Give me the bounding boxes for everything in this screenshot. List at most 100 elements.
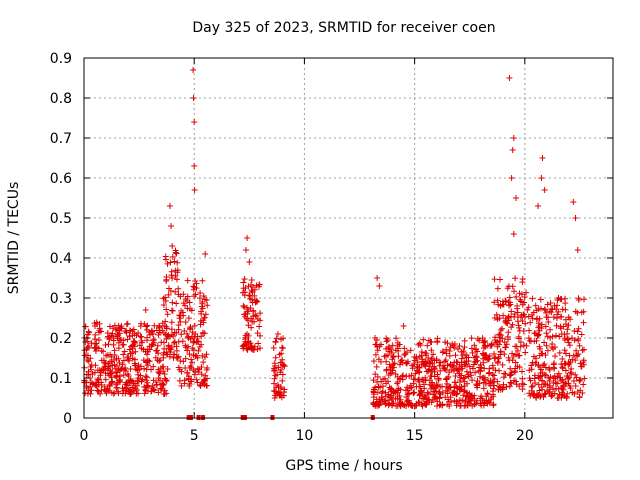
data-point [245, 317, 252, 324]
data-point [539, 155, 546, 161]
data-point [482, 352, 489, 359]
data-point [202, 251, 209, 257]
data-point [559, 355, 566, 362]
data-point [104, 365, 111, 372]
data-point [479, 335, 486, 342]
data-point [519, 386, 526, 393]
data-point [392, 371, 399, 378]
data-point [541, 339, 548, 346]
data-point [568, 370, 575, 377]
data-point [156, 323, 163, 330]
data-point [507, 379, 514, 386]
data-point [428, 379, 435, 386]
data-point [422, 377, 429, 384]
data-point [135, 330, 142, 337]
data-point [519, 275, 526, 282]
data-point [417, 383, 424, 390]
data-point [138, 337, 145, 344]
data-point [85, 328, 92, 335]
data-point [562, 300, 569, 307]
data-point [569, 356, 576, 363]
data-point [195, 369, 202, 376]
data-point [428, 347, 435, 354]
data-point [132, 383, 139, 390]
data-point [570, 378, 577, 385]
data-point [386, 384, 393, 391]
data-point [449, 341, 456, 348]
data-point [168, 268, 175, 275]
data-point [550, 314, 557, 321]
data-point [383, 338, 390, 345]
data-point [494, 316, 501, 323]
data-point [463, 352, 470, 359]
data-point [133, 386, 140, 393]
data-point [247, 295, 254, 302]
data-point [534, 332, 541, 339]
data-point [570, 199, 577, 205]
data-point [135, 378, 142, 385]
x-axis-label: GPS time / hours [285, 458, 402, 474]
data-point [119, 361, 126, 368]
data-point [514, 309, 521, 316]
data-point [499, 361, 506, 368]
data-point [143, 326, 150, 333]
data-point [548, 305, 555, 312]
data-point [545, 374, 552, 381]
data-point [248, 281, 255, 288]
data-point [97, 328, 104, 335]
data-point [382, 389, 389, 396]
data-point [515, 324, 522, 331]
data-point [171, 339, 178, 346]
data-point [148, 366, 155, 373]
data-point [525, 304, 532, 311]
data-point [119, 341, 126, 348]
data-point [279, 371, 286, 378]
data-point [104, 387, 111, 394]
data-point [494, 358, 501, 365]
data-point [202, 311, 209, 318]
data-point [452, 372, 459, 379]
data-point [404, 391, 411, 398]
data-point [546, 308, 553, 315]
data-point [118, 336, 125, 343]
data-point [511, 288, 518, 295]
data-point [372, 341, 379, 348]
data-point [505, 313, 512, 320]
data-point [372, 400, 379, 407]
data-point [184, 277, 191, 284]
data-point [85, 358, 92, 365]
data-point [163, 351, 170, 358]
data-point [165, 332, 172, 339]
data-point [184, 347, 191, 354]
data-point [166, 203, 173, 209]
data-point [496, 341, 503, 348]
data-point [535, 203, 542, 209]
data-point [271, 394, 278, 401]
data-point [374, 378, 381, 385]
data-point [103, 390, 110, 397]
data-point [431, 373, 438, 380]
data-point [531, 330, 538, 337]
data-point [421, 400, 428, 407]
data-point [190, 67, 197, 73]
data-point [555, 370, 562, 377]
data-point [153, 347, 160, 354]
data-point [576, 393, 583, 400]
data-point [105, 360, 112, 367]
data-point [129, 332, 136, 339]
data-point [127, 327, 134, 334]
data-point [480, 379, 487, 386]
data-point [422, 360, 429, 367]
data-point [190, 283, 197, 290]
x-tick-label: 15 [406, 428, 424, 444]
data-point [377, 358, 384, 365]
data-point [164, 260, 171, 267]
data-point [531, 375, 538, 382]
data-point [437, 359, 444, 366]
data-point [456, 342, 463, 349]
data-point [423, 352, 430, 359]
chart-title: Day 325 of 2023, SRMTID for receiver coe… [192, 20, 495, 36]
data-point [578, 331, 585, 338]
data-point [149, 327, 156, 334]
data-point [541, 361, 548, 368]
